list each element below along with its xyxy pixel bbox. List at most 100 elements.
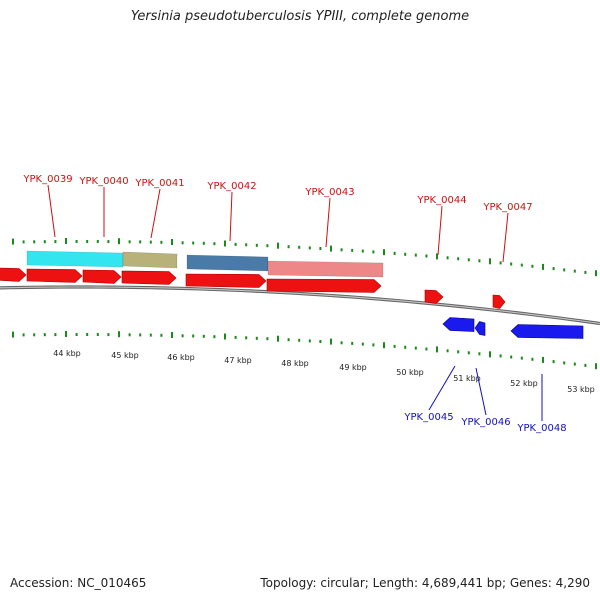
upper-tick <box>245 243 248 247</box>
cds-forward-arrow <box>424 289 444 304</box>
ruler-label: 46 kbp <box>167 353 195 362</box>
ruler-label: 51 kbp <box>453 374 481 383</box>
cds-forward-arrow <box>266 278 382 293</box>
cds-reverse-arrow <box>474 321 486 336</box>
ruler-label: 52 kbp <box>510 379 538 388</box>
lower-tick <box>446 349 449 353</box>
upper-tick <box>563 268 566 272</box>
upper-tick <box>255 243 258 247</box>
lower-tick <box>520 356 523 360</box>
lower-tick <box>96 333 99 336</box>
upper-tick <box>436 253 438 260</box>
salmon-feature <box>267 260 384 278</box>
upper-tick <box>425 254 428 258</box>
lower-tick <box>499 354 502 358</box>
lower-tick <box>584 363 587 367</box>
lower-tick <box>65 331 67 337</box>
lower-tick <box>414 346 417 350</box>
lower-tick <box>22 333 25 337</box>
genome-title: Yersinia pseudotuberculosis YPIII, compl… <box>130 9 470 24</box>
lower-tick <box>107 333 110 337</box>
upper-tick <box>149 240 152 244</box>
lower-tick <box>287 338 290 342</box>
gene-label: YPK_0040 <box>78 176 128 187</box>
ruler-label: 50 kbp <box>396 368 424 377</box>
upper-tick <box>298 245 301 249</box>
cds-forward-arrow <box>492 294 506 309</box>
gene-label: YPK_0048 <box>516 423 566 434</box>
lower-tick <box>595 363 597 370</box>
upper-tick <box>489 258 491 265</box>
lower-tick <box>213 335 216 339</box>
lower-tick <box>552 360 555 364</box>
cds-forward-arrow <box>82 269 122 284</box>
lower-tick <box>467 351 470 355</box>
upper-tick <box>520 263 523 267</box>
upper-tick <box>43 240 46 244</box>
lower-tick <box>510 355 513 359</box>
lower-tick <box>340 341 343 345</box>
upper-tick <box>361 249 364 253</box>
upper-tick <box>499 261 502 265</box>
upper-tick <box>75 240 78 243</box>
upper-tick <box>446 256 449 260</box>
lower-tick <box>86 333 89 336</box>
lower-tick <box>298 338 301 342</box>
upper-tick <box>287 245 290 249</box>
genome-backbone-highlight <box>0 286 600 325</box>
upper-tick <box>33 240 36 244</box>
olive-feature <box>122 251 178 269</box>
lower-tick <box>330 338 332 345</box>
gene-leader-line <box>502 212 509 263</box>
ruler-label: 47 kbp <box>224 356 252 365</box>
gene-leader-line <box>325 197 331 248</box>
lower-tick <box>393 344 396 348</box>
gene-label: YPK_0043 <box>304 187 354 198</box>
lower-tick <box>489 351 491 358</box>
upper-tick <box>351 248 354 252</box>
upper-tick <box>96 240 99 243</box>
lower-tick <box>383 342 385 349</box>
lower-tick <box>351 341 354 345</box>
upper-tick <box>372 250 375 254</box>
lower-tick <box>425 347 428 351</box>
upper-tick <box>192 241 195 245</box>
cds-reverse-arrow <box>510 324 584 339</box>
lower-tick <box>573 362 576 366</box>
lower-tick <box>542 356 544 363</box>
ruler-label: 45 kbp <box>111 351 139 360</box>
cyan-feature <box>26 250 124 268</box>
lower-tick <box>149 333 152 337</box>
lower-tick <box>12 331 14 338</box>
lower-tick <box>266 337 269 341</box>
upper-tick <box>181 241 184 245</box>
ruler-label: 53 kbp <box>567 385 595 394</box>
upper-tick <box>107 240 110 244</box>
cds-forward-arrow <box>0 267 27 282</box>
lower-tick <box>436 346 438 353</box>
upper-tick <box>12 238 14 245</box>
upper-tick <box>234 242 237 246</box>
upper-tick <box>118 238 120 245</box>
lower-tick <box>160 333 163 337</box>
lower-tick <box>202 334 205 338</box>
lower-tick <box>277 335 279 342</box>
upper-tick <box>128 240 131 244</box>
lower-tick <box>245 336 248 340</box>
cds-forward-arrow <box>26 268 83 283</box>
upper-tick <box>171 239 173 245</box>
lower-tick <box>478 352 481 356</box>
gene-leader-line <box>47 184 56 238</box>
gene-leader-line <box>150 188 161 239</box>
lower-tick <box>224 333 226 340</box>
gene-label: YPK_0042 <box>206 181 256 192</box>
upper-tick <box>213 242 216 246</box>
upper-tick <box>383 249 385 256</box>
lower-tick <box>33 333 36 337</box>
lower-tick <box>43 333 46 337</box>
accession-label: Accession: NC_010465 <box>10 576 147 590</box>
upper-tick <box>393 251 396 255</box>
upper-tick <box>319 247 322 250</box>
upper-tick <box>277 242 279 249</box>
upper-tick <box>552 267 555 271</box>
